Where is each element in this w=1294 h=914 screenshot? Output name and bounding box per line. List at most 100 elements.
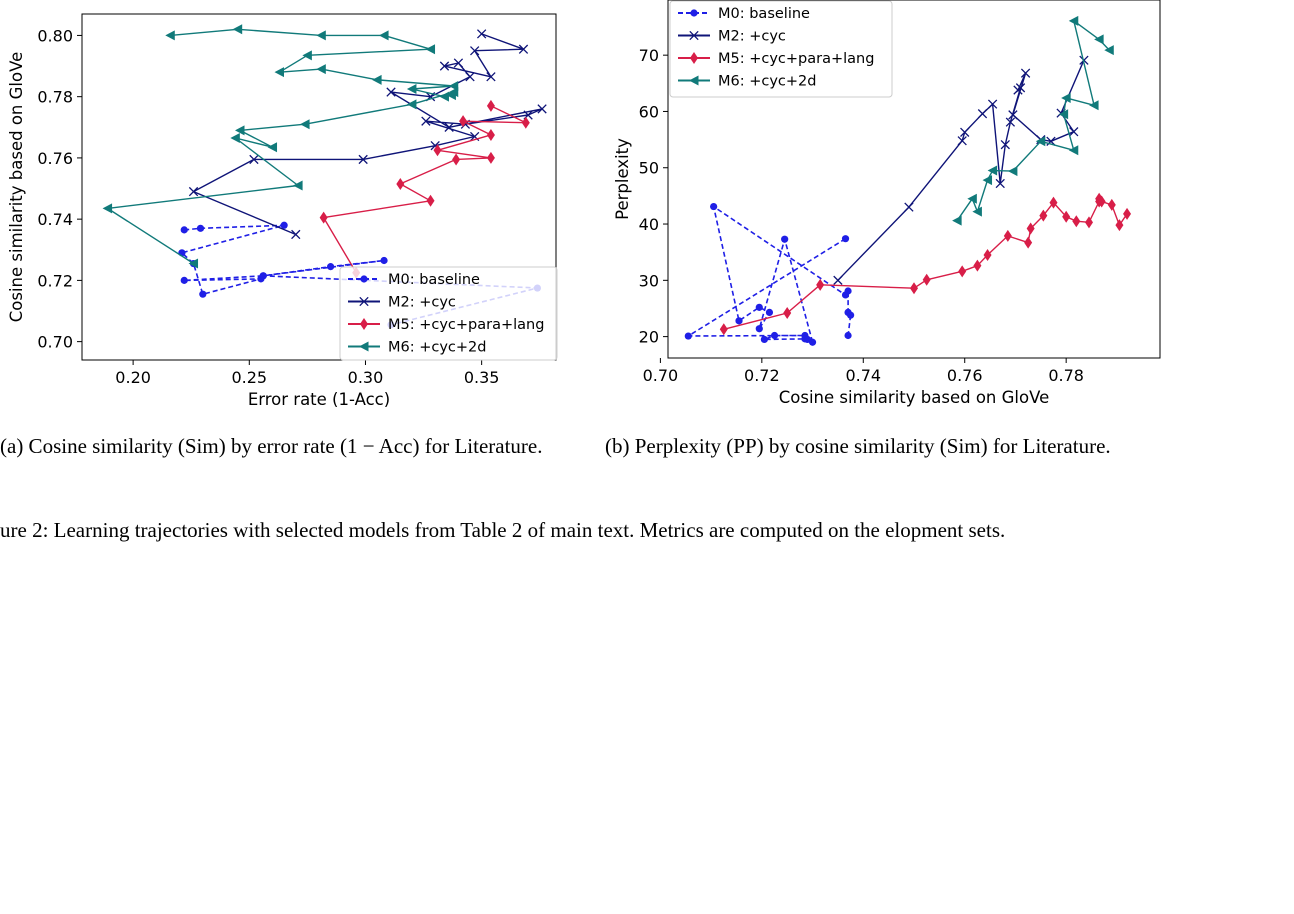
chart-b-series-1-point-4 [977, 109, 988, 119]
chart-a-series-3-point-2 [293, 180, 303, 191]
chart-b-series-3-point-4 [987, 165, 998, 176]
chart-b-series-2-point-18 [1097, 195, 1106, 208]
chart-b-series-2-point-13 [1062, 210, 1071, 223]
chart-b-series-1-point-0 [833, 275, 843, 285]
chart-a-series-0-point-9 [327, 263, 335, 271]
chart-b-xtick-label-1: 0.72 [744, 366, 780, 385]
caption-a: (a) Cosine similarity (Sim) by error rat… [0, 434, 543, 458]
chart-b-series-2-point-21 [1123, 207, 1132, 220]
chart-a-series-2-point-9 [521, 116, 530, 129]
chart-a-ytick-label-3: 0.76 [37, 149, 73, 168]
chart-a-series-3-point-16 [302, 50, 312, 61]
chart-b-series-0-point-3 [770, 331, 779, 340]
chart-b-series-2-point-19 [1107, 198, 1116, 211]
chart-b-series-0-point-4 [760, 335, 768, 344]
chart-a-series-0-point-10 [380, 256, 388, 265]
chart-a-series-3-point-10 [439, 91, 449, 102]
chart-b-perplexity-vs-cosine: 0.70 0.72 0.74 0.76 0.78 20 30 40 50 60 70 Cosine s… [613, 0, 1161, 407]
chart-a-series-2-point-3 [396, 177, 405, 190]
chart-a-ytick-label-2: 0.74 [37, 210, 73, 229]
chart-a-legend-marker-2 [360, 318, 368, 330]
chart-a-series-3-point-21 [165, 30, 175, 41]
chart-b-series-2-point-4 [922, 273, 931, 286]
chart-b-series-1 [833, 55, 1089, 285]
chart-b-series-1-point-5 [987, 99, 998, 109]
chart-b-series-0-point-8 [781, 235, 789, 243]
chart-b-series-2-point-5 [958, 265, 967, 278]
chart-b-series-2-point-9 [1024, 236, 1033, 249]
chart-b-series-2-point-7 [983, 248, 992, 261]
chart-a-series-3 [102, 24, 459, 269]
chart-a-series-2-point-7 [486, 128, 495, 141]
chart-a-series-2 [319, 99, 530, 279]
chart-b-series-0-line [687, 205, 852, 344]
chart-a-legend-label-3: M6: +cyc+2d [388, 340, 486, 356]
chart-b-series-2-point-1 [783, 306, 792, 319]
chart-a-series-3-point-15 [274, 67, 284, 78]
chart-b-series-0-point-18 [844, 331, 852, 340]
chart-a-xtick-label-2: 0.30 [348, 368, 384, 387]
chart-a-series-1-point-0 [291, 229, 301, 240]
chart-a-legend-marker-1 [359, 296, 369, 307]
chart-a-xlabel: Error rate (1-Acc) [248, 390, 390, 409]
chart-b-xtick-label-4: 0.78 [1048, 366, 1084, 385]
chart-a-legend-label-0: M0: baseline [388, 272, 480, 288]
chart-a-series-1-point-3 [358, 154, 368, 165]
chart-b-series-1-point-3 [960, 127, 970, 137]
chart-b-series-0-point-9 [755, 325, 763, 333]
chart-a-series-2-point-5 [486, 151, 495, 164]
chart-b-xlabel: Cosine similarity based on GloVe [779, 388, 1050, 407]
chart-b-series-0 [684, 202, 855, 346]
chart-b-legend-marker-1 [689, 30, 699, 41]
chart-a-frame [81, 13, 557, 361]
chart-a-legend-box [339, 266, 558, 361]
chart-a-series-0-point-7 [180, 276, 188, 284]
chart-a-series-3-point-18 [379, 30, 389, 41]
chart-b-ytick-label-2: 40 [639, 215, 659, 234]
chart-b-series-1-point-14 [1046, 136, 1056, 146]
chart-b-series-3-point-8 [1058, 109, 1069, 120]
chart-a-ytick-label-5: 0.80 [37, 26, 73, 45]
chart-b-series-3-point-12 [1094, 34, 1104, 45]
chart-b-series-3-point-9 [1061, 92, 1071, 103]
chart-b-series-2-point-12 [1049, 196, 1058, 209]
chart-a-series-3-point-5 [235, 125, 245, 136]
chart-b-series-1-point-1 [904, 202, 914, 212]
chart-b-legend-marker-2 [690, 52, 698, 64]
chart-a-series-1-point-1 [188, 186, 199, 197]
chart-a-series-2-point-1 [319, 211, 328, 224]
chart-b-legend-label-2: M5: +cyc+para+lang [718, 51, 874, 67]
chart-b-series-3-point-1 [967, 193, 977, 204]
chart-a-series-1-point-18 [518, 44, 529, 54]
chart-a-series-3-point-4 [267, 142, 278, 153]
chart-a-ytick-label-0: 0.70 [37, 333, 73, 352]
chart-b-series-1-point-11 [1020, 68, 1031, 78]
chart-b-legend-marker-0 [690, 9, 698, 17]
chart-b-legend-box [669, 0, 893, 98]
chart-b-series-3-point-10 [1089, 100, 1099, 111]
chart-a-ytick-label-4: 0.78 [37, 88, 73, 107]
chart-a-series-3-point-12 [448, 80, 459, 91]
chart-a-legend-marker-0 [360, 275, 368, 283]
chart-a-legend-marker-3 [359, 341, 369, 352]
chart-b-series-3-point-3 [982, 175, 993, 186]
chart-a-series-0-point-1 [196, 224, 205, 232]
chart-a-series-2-point-10 [486, 99, 495, 112]
chart-a-series-1-point-17 [470, 46, 480, 56]
chart-a-series-0-point-0 [180, 226, 188, 234]
chart-a-series-2-point-4 [452, 153, 461, 166]
chart-b-series-2-point-14 [1072, 215, 1081, 228]
chart-b-legend-marker-3 [689, 75, 699, 86]
chart-a-cosine-vs-error: 0.20 0.25 0.30 0.35 0.70 0.72 0.74 0.76 0.78 0.80… [7, 13, 558, 409]
chart-a-series-1-point-6 [421, 116, 431, 126]
chart-b-legend-label-3: M6: +cyc+2d [718, 74, 816, 90]
chart-b-series-0-point-7 [808, 338, 817, 346]
chart-a-series-0-point-2 [280, 221, 288, 229]
chart-b-series-2-point-3 [910, 282, 918, 295]
chart-b-series-2-point-2 [816, 278, 825, 291]
figure-caption: ure 2: Learning trajectories with select… [0, 518, 1006, 542]
chart-a-series-1-point-9 [537, 104, 547, 114]
chart-a-series-3-point-6 [300, 119, 310, 130]
chart-a-ylabel: Cosine similarity based on GloVe [7, 52, 26, 323]
chart-a-series-0-point-11 [259, 272, 267, 280]
